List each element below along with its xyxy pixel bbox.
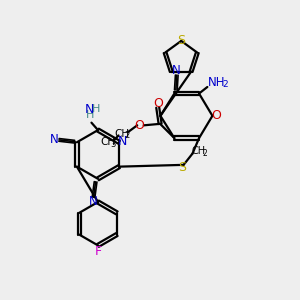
Text: O: O [153,97,163,110]
Text: O: O [135,119,145,132]
Text: H: H [92,104,100,114]
Text: 2: 2 [202,149,207,158]
Text: H: H [86,110,94,120]
Text: N: N [118,135,127,148]
Text: 2: 2 [125,131,130,140]
Text: N: N [84,103,94,116]
Text: N: N [88,195,97,208]
Text: CH: CH [114,129,129,139]
Text: N: N [172,64,181,77]
Text: S: S [177,34,185,47]
Text: CH: CH [192,146,206,156]
Text: CH: CH [100,137,115,147]
Text: F: F [94,245,101,258]
Text: NH: NH [208,76,226,89]
Text: N: N [50,134,59,146]
Text: O: O [211,109,221,122]
Text: 3: 3 [110,140,116,148]
Text: S: S [178,161,186,174]
Text: 2: 2 [222,80,228,89]
